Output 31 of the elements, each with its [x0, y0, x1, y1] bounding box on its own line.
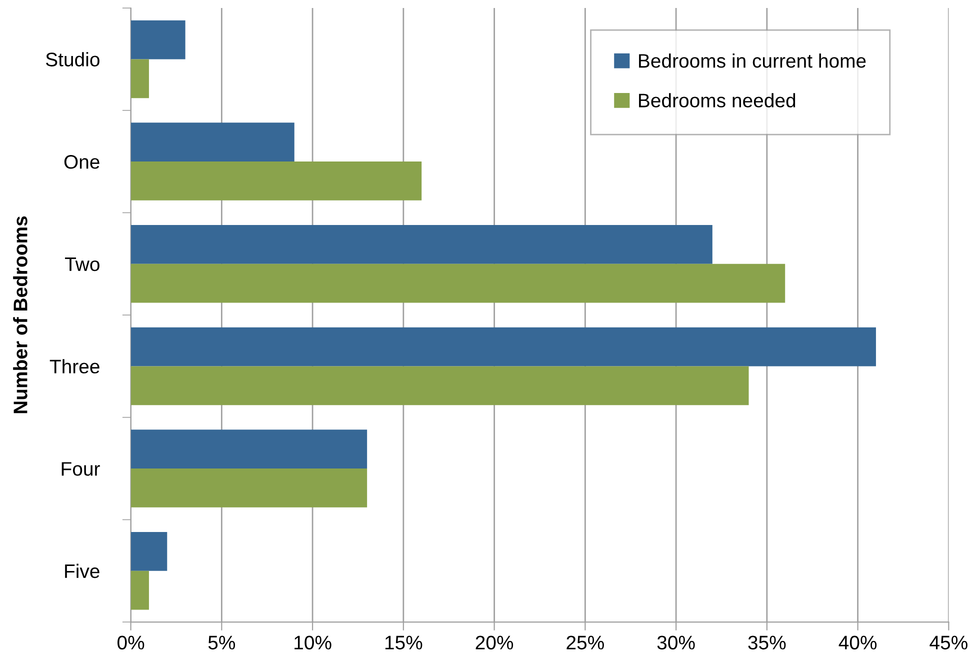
y-tick-label: Five — [65, 564, 100, 578]
x-tick-label: 40% — [838, 636, 877, 650]
y-tick-label: Two — [65, 258, 100, 272]
bar — [130, 59, 149, 98]
x-tick-label: 0% — [117, 636, 144, 650]
y-tick-label: Three — [50, 359, 100, 374]
x-tick-label: 30% — [657, 636, 695, 650]
legend-label: Bedrooms needed — [639, 93, 796, 108]
bar — [130, 532, 168, 571]
legend-label: Bedrooms in current home — [639, 53, 866, 68]
y-tick-label: Four — [62, 462, 100, 476]
y-axis-title: Number of Bedrooms — [13, 216, 28, 414]
x-tick-label: 35% — [748, 636, 786, 650]
bar — [130, 162, 422, 200]
x-tick-label: 15% — [385, 636, 422, 650]
x-tick-label: 25% — [566, 636, 604, 650]
bar — [130, 430, 368, 469]
bar — [130, 570, 149, 610]
bar — [130, 366, 749, 406]
bar — [130, 327, 876, 366]
x-tick-label: 10% — [294, 636, 332, 650]
x-tick-label: 5% — [208, 636, 236, 650]
bar — [130, 20, 186, 60]
bar — [130, 224, 712, 264]
y-tick-label: One — [64, 155, 100, 169]
x-tick-label: 20% — [476, 636, 514, 650]
bar — [130, 468, 368, 508]
bar — [130, 264, 786, 303]
x-tick-label: 45% — [930, 636, 968, 650]
bar — [130, 122, 294, 162]
y-tick-label: Studio — [46, 52, 100, 66]
